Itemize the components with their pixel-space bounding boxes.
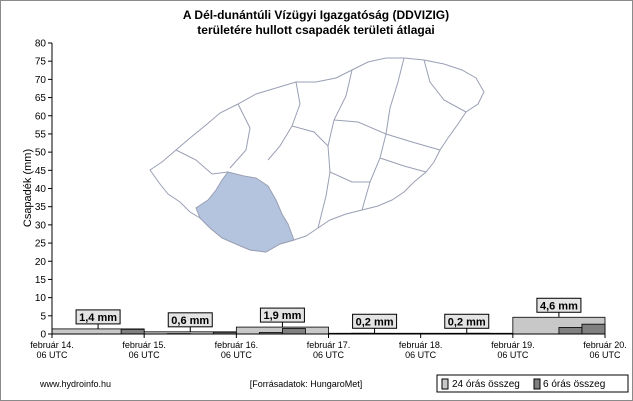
county-border <box>361 57 405 211</box>
x-tick-label-time: 06 UTC <box>589 350 621 360</box>
y-tick-label: 80 <box>35 39 47 50</box>
y-axis-label: Csapadék (mm) <box>22 149 34 227</box>
x-tick-label-date: február 18. <box>399 340 443 350</box>
chart-title-line2: területére hullott csapadék területi átl… <box>197 23 434 37</box>
value-label: 0,2 mm <box>448 316 486 328</box>
y-tick-label: 65 <box>35 93 47 104</box>
x-tick-label-date: február 20. <box>583 340 627 350</box>
y-tick-label: 55 <box>35 129 47 140</box>
footer-website: www.hydroinfo.hu <box>39 379 111 389</box>
ddvizig-region <box>195 171 295 253</box>
x-tick-label-time: 06 UTC <box>36 350 68 360</box>
legend-swatch-24h <box>441 378 449 390</box>
y-tick-label: 15 <box>35 275 47 286</box>
y-tick-label: 25 <box>35 239 47 250</box>
y-tick-label: 20 <box>35 257 47 268</box>
x-tick-label-time: 06 UTC <box>497 350 529 360</box>
bar-6h <box>581 323 606 335</box>
value-label-box <box>75 309 121 325</box>
x-tick-label-time: 06 UTC <box>129 350 161 360</box>
y-tick-label: 35 <box>35 202 47 213</box>
y-tick-label: 5 <box>40 311 46 322</box>
value-label: 1,4 mm <box>79 312 117 324</box>
x-tick-label-date: február 15. <box>122 340 166 350</box>
bar-6h <box>120 328 145 335</box>
x-tick-label-time: 06 UTC <box>405 350 437 360</box>
y-tick-label: 0 <box>40 330 46 341</box>
y-tick-label: 40 <box>35 184 47 195</box>
county-border <box>379 157 427 173</box>
value-label-box <box>352 313 398 329</box>
value-label: 4,6 mm <box>540 300 578 312</box>
y-tick-label: 75 <box>35 57 47 68</box>
value-label-box <box>444 313 490 329</box>
county-border <box>317 69 353 229</box>
x-tick-label-date: február 19. <box>491 340 535 350</box>
county-border <box>175 149 229 175</box>
value-label: 0,2 mm <box>356 316 394 328</box>
x-tick-label-date: február 14. <box>30 340 74 350</box>
hungary-map <box>149 57 485 253</box>
y-tick-label: 60 <box>35 111 47 122</box>
x-tick-label-time: 06 UTC <box>313 350 345 360</box>
x-tick-label-time: 06 UTC <box>221 350 253 360</box>
legend-label-6h: 6 órás összeg <box>543 379 605 390</box>
legend-box <box>436 374 629 393</box>
y-tick-label: 70 <box>35 75 47 86</box>
legend-swatch-6h <box>533 378 541 390</box>
county-border <box>423 59 467 113</box>
county-border <box>291 125 329 147</box>
x-tick-label-date: február 17. <box>307 340 351 350</box>
x-tick-label-date: február 16. <box>215 340 259 350</box>
bar-6h <box>282 328 306 335</box>
county-border <box>333 119 441 151</box>
value-label: 1,9 mm <box>263 310 301 322</box>
county-border <box>267 81 301 161</box>
county-border <box>329 171 370 183</box>
footer-source: [Forrásadatok: HungaroMet] <box>250 379 363 389</box>
value-label: 0,6 mm <box>171 315 209 327</box>
y-tick-label: 45 <box>35 166 47 177</box>
value-labels: 1,4 mm 0,6 mm 1,9 mm 0,2 mm 0,2 mm 4,6 mm <box>75 297 582 334</box>
legend: 24 órás összeg 6 órás összeg <box>436 374 629 393</box>
value-label-box <box>167 312 213 328</box>
county-border <box>229 103 251 169</box>
value-label-box <box>536 297 582 313</box>
legend-label-24h: 24 órás összeg <box>452 379 520 390</box>
value-label-box <box>259 307 305 323</box>
y-axis: 0 5 10 15 20 25 30 35 40 45 50 55 60 65 70 75 80 <box>35 39 52 341</box>
y-tick-label: 10 <box>35 293 47 304</box>
y-tick-label: 50 <box>35 148 47 159</box>
bar-6h <box>558 327 583 335</box>
y-tick-label: 30 <box>35 220 47 231</box>
chart-title-line1: A Dél-dunántúli Vízügyi Igazgatóság (DDV… <box>183 8 449 22</box>
